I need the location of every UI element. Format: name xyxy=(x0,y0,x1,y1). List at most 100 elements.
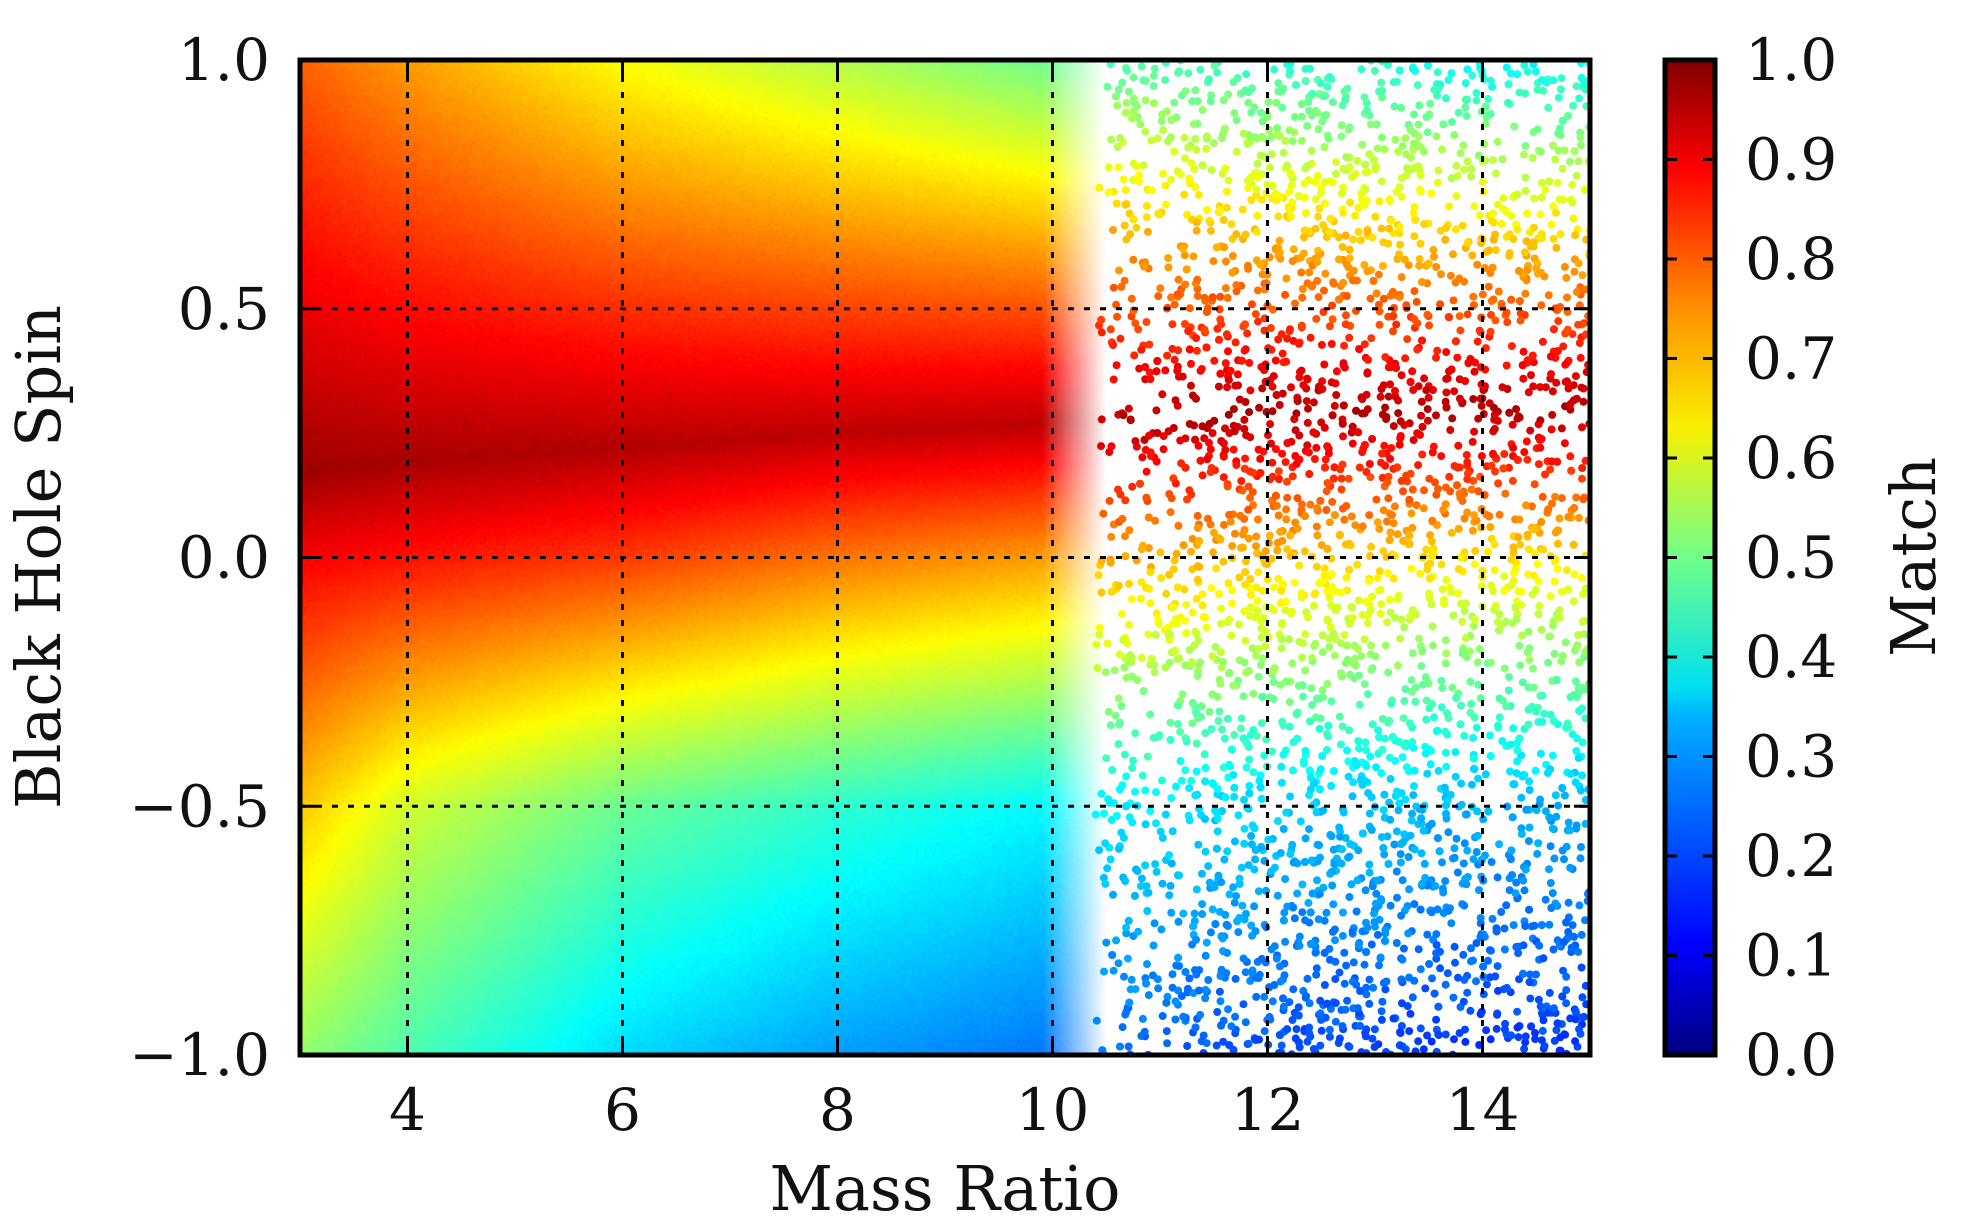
scatter-point xyxy=(1183,265,1191,273)
scatter-point xyxy=(1267,867,1275,875)
scatter-point xyxy=(1523,456,1531,464)
scatter-point xyxy=(1467,173,1475,181)
scatter-point xyxy=(1579,495,1587,503)
scatter-point xyxy=(1172,783,1180,791)
scatter-point xyxy=(1209,429,1217,437)
scatter-point xyxy=(1425,394,1433,402)
scatter-point xyxy=(1252,533,1260,541)
scatter-point xyxy=(1437,270,1445,278)
scatter-point xyxy=(1546,989,1554,997)
scatter-point xyxy=(1426,531,1434,539)
scatter-point xyxy=(1249,726,1257,734)
scatter-point xyxy=(1535,942,1543,950)
scatter-point xyxy=(1368,666,1376,674)
scatter-point xyxy=(1531,480,1539,488)
scatter-point xyxy=(1421,860,1429,868)
scatter-point xyxy=(1577,354,1585,362)
scatter-point xyxy=(1554,317,1562,325)
scatter-point xyxy=(1100,810,1108,818)
scatter-point xyxy=(1331,652,1339,660)
scatter-point xyxy=(1159,126,1167,134)
scatter-point xyxy=(1531,255,1539,263)
scatter-point xyxy=(1580,398,1588,406)
scatter-point xyxy=(1203,623,1211,631)
scatter-point xyxy=(1116,719,1124,727)
scatter-point xyxy=(1252,927,1260,935)
scatter-point xyxy=(1213,243,1221,251)
scatter-point xyxy=(1385,473,1393,481)
scatter-point xyxy=(1420,827,1428,835)
scatter-point xyxy=(1468,781,1476,789)
scatter-point xyxy=(1408,524,1416,532)
scatter-point xyxy=(1411,203,1419,211)
scatter-point xyxy=(1170,99,1178,107)
scatter-point xyxy=(1332,391,1340,399)
scatter-point xyxy=(1174,291,1182,299)
scatter-point xyxy=(1339,932,1347,940)
scatter-point xyxy=(1287,170,1295,178)
scatter-point xyxy=(1290,245,1298,253)
scatter-point xyxy=(1551,577,1559,585)
scatter-point xyxy=(1274,817,1282,825)
scatter-point xyxy=(1274,892,1282,900)
scatter-point xyxy=(1391,387,1399,395)
scatter-point xyxy=(1189,922,1197,930)
scatter-point xyxy=(1505,409,1513,417)
scatter-point xyxy=(1320,361,1328,369)
scatter-point xyxy=(1521,248,1529,256)
scatter-point xyxy=(1129,215,1137,223)
scatter-point xyxy=(1129,176,1137,184)
scatter-point xyxy=(1167,176,1175,184)
scatter-point xyxy=(1182,734,1190,742)
scatter-point xyxy=(1333,367,1341,375)
scatter-point xyxy=(1488,83,1496,91)
scatter-point xyxy=(1252,542,1260,550)
scatter-point xyxy=(1193,347,1201,355)
scatter-point xyxy=(1134,867,1142,875)
scatter-point xyxy=(1154,975,1162,983)
scatter-point xyxy=(1345,126,1353,134)
scatter-point xyxy=(1405,1027,1413,1035)
scatter-point xyxy=(1562,973,1570,981)
scatter-point xyxy=(1431,990,1439,998)
scatter-point xyxy=(1455,525,1463,533)
scatter-point xyxy=(1329,411,1337,419)
scatter-point xyxy=(1242,669,1250,677)
scatter-point xyxy=(1195,537,1203,545)
scatter-point xyxy=(1503,362,1511,370)
scatter-point xyxy=(1451,854,1459,862)
scatter-point xyxy=(1302,209,1310,217)
scatter-point xyxy=(1122,802,1130,810)
scatter-point xyxy=(1293,460,1301,468)
scatter-point xyxy=(1221,735,1229,743)
scatter-point xyxy=(1216,988,1224,996)
scatter-point xyxy=(1429,622,1437,630)
scatter-point xyxy=(1312,315,1320,323)
scatter-point xyxy=(1337,669,1345,677)
scatter-point xyxy=(1303,122,1311,130)
scatter-point xyxy=(1400,741,1408,749)
scatter-point xyxy=(1270,372,1278,380)
scatter-point xyxy=(1197,457,1205,465)
scatter-point xyxy=(1509,421,1517,429)
scatter-point xyxy=(1378,177,1386,185)
scatter-point xyxy=(1495,288,1503,296)
scatter-point xyxy=(1463,847,1471,855)
scatter-point xyxy=(1253,212,1261,220)
scatter-point xyxy=(1474,658,1482,666)
scatter-point xyxy=(1252,185,1260,193)
scatter-point xyxy=(1255,404,1263,412)
scatter-point xyxy=(1439,120,1447,128)
scatter-point xyxy=(1397,840,1405,848)
scatter-point xyxy=(1187,159,1195,167)
scatter-point xyxy=(1288,841,1296,849)
scatter-point xyxy=(1208,166,1216,174)
scatter-point xyxy=(1517,824,1525,832)
scatter-point xyxy=(1336,531,1344,539)
scatter-point xyxy=(1439,684,1447,692)
scatter-point xyxy=(1240,130,1248,138)
scatter-point xyxy=(1212,643,1220,651)
scatter-point xyxy=(1097,316,1105,324)
scatter-point xyxy=(1230,793,1238,801)
scatter-point xyxy=(1191,910,1199,918)
